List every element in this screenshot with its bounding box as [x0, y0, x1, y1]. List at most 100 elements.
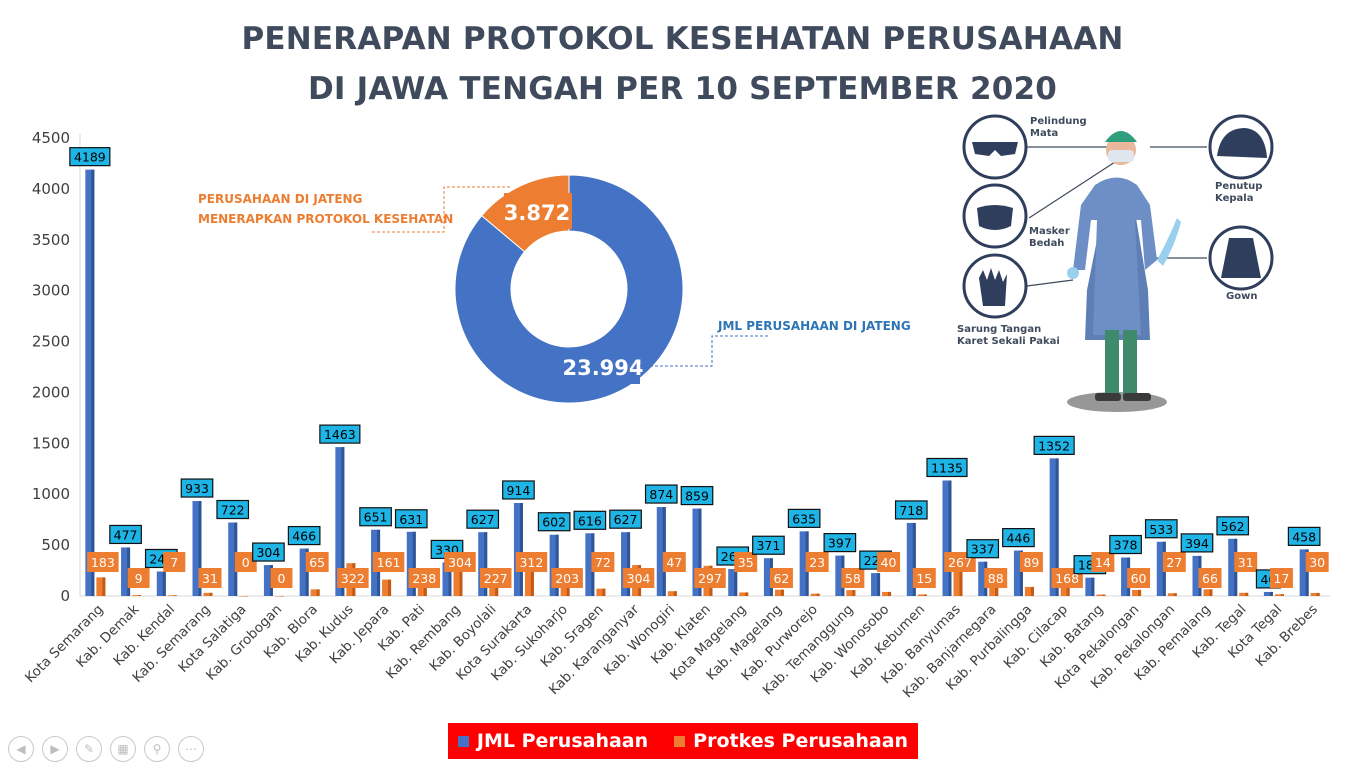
- pen-icon[interactable]: ✎: [76, 736, 102, 762]
- protkes-data-label-box: [163, 552, 186, 572]
- protkes-data-label-box: [444, 552, 476, 572]
- jml-data-label: 446: [1006, 531, 1030, 546]
- zoom-icon[interactable]: ⚲: [144, 736, 170, 762]
- jml-data-label-box: [1216, 516, 1250, 536]
- protkes-data-label-box: [734, 552, 758, 572]
- jml-data-label: 627: [614, 512, 638, 527]
- bar-jml: [728, 569, 738, 596]
- slides-icon[interactable]: ▦: [110, 736, 136, 762]
- bar-protkes: [953, 568, 963, 596]
- bar-jml: [299, 548, 309, 596]
- bar-protkes: [774, 589, 784, 596]
- bar-protkes-side: [138, 595, 142, 596]
- bar-protkes-side: [280, 596, 284, 597]
- protkes-data-label: 183: [91, 555, 115, 570]
- bar-jml: [85, 169, 95, 596]
- jml-data-label: 914: [506, 483, 530, 498]
- protkes-data-label: 88: [988, 571, 1004, 586]
- jml-data-label: 627: [471, 512, 495, 527]
- jml-data-label-box: [319, 424, 361, 444]
- bar-protkes-side: [602, 588, 606, 596]
- bar-protkes: [989, 587, 999, 596]
- bar-jml: [906, 522, 916, 596]
- bar-jml-side: [734, 569, 738, 596]
- protkes-data-label-box: [270, 568, 293, 588]
- chart-legend: JML Perusahaan Protkes Perusahaan: [448, 723, 918, 759]
- legend-label-jml: JML Perusahaan: [476, 730, 649, 752]
- jml-data-label: 394: [1185, 536, 1209, 551]
- bar-protkes: [96, 577, 106, 596]
- chart-title: PENERAPAN PROTOKOL KESEHATAN PERUSAHAAN …: [0, 14, 1365, 114]
- bar-jml-side: [948, 480, 952, 596]
- y-tick-label: 2000: [32, 383, 70, 401]
- jml-data-label: 631: [399, 512, 423, 527]
- bar-jml: [799, 531, 809, 596]
- bar-protkes-side: [780, 589, 784, 596]
- bar-jml: [263, 565, 273, 596]
- bar-protkes: [1239, 592, 1249, 596]
- protkes-data-label: 23: [809, 555, 825, 570]
- y-tick-label: 3000: [32, 282, 70, 300]
- bar-protkes: [310, 589, 320, 596]
- jml-data-label-box: [1180, 533, 1214, 553]
- label-sarung-tangan-1: Sarung Tangan: [957, 324, 1041, 335]
- jml-data-label: 466: [292, 529, 316, 544]
- bar-jml: [406, 531, 416, 596]
- next-icon[interactable]: ▶: [42, 736, 68, 762]
- protkes-data-label-box: [662, 552, 686, 572]
- y-tick-label: 3500: [32, 231, 70, 249]
- protkes-data-label: 9: [135, 571, 143, 586]
- jml-data-label: 533: [1149, 522, 1173, 537]
- bar-protkes-side: [816, 593, 820, 596]
- jml-data-label: 722: [221, 503, 245, 518]
- protkes-data-label-box: [912, 568, 936, 588]
- jml-data-label-box: [216, 499, 250, 520]
- protkes-data-label-box: [877, 552, 901, 572]
- protkes-data-label-box: [1234, 552, 1258, 572]
- legend-item-protkes: Protkes Perusahaan: [674, 730, 908, 752]
- protkes-data-label-box: [694, 568, 726, 588]
- protkes-data-label-box: [591, 552, 615, 572]
- jml-data-label-box: [644, 484, 678, 504]
- jml-data-label: 4189: [74, 150, 106, 165]
- more-icon[interactable]: ⋯: [178, 736, 204, 762]
- label-masker-bedah-1: Masker: [1029, 226, 1070, 237]
- bar-protkes: [596, 588, 606, 596]
- protkes-data-label-box: [87, 552, 119, 572]
- protkes-data-label: 161: [377, 555, 401, 570]
- bar-protkes: [239, 596, 249, 597]
- jml-data-label: 1352: [1038, 438, 1070, 453]
- protkes-data-label: 14: [1095, 555, 1111, 570]
- protkes-data-label: 89: [1023, 555, 1039, 570]
- bar-jml: [442, 562, 452, 596]
- protkes-data-label-box: [337, 568, 369, 588]
- bar-protkes-side: [316, 589, 320, 596]
- y-tick-label: 4000: [32, 180, 70, 198]
- protkes-data-label: 0: [242, 555, 250, 570]
- protkes-data-label-box: [408, 568, 441, 588]
- protkes-data-label-box: [198, 568, 222, 588]
- prev-icon[interactable]: ◀: [8, 736, 34, 762]
- jml-data-label: 477: [114, 527, 138, 542]
- protkes-data-label: 60: [1131, 571, 1147, 586]
- jml-data-label: 378: [1114, 538, 1138, 553]
- jml-data-label-box: [359, 507, 392, 527]
- jml-data-label: 602: [542, 515, 566, 530]
- y-tick-label: 1000: [32, 485, 70, 503]
- bar-jml-side: [484, 532, 488, 596]
- jml-data-label-box: [823, 532, 857, 553]
- head-cover-icon: [1208, 114, 1274, 180]
- y-tick-label: 500: [41, 536, 70, 554]
- protkes-data-label-box: [769, 568, 793, 588]
- bar-jml: [156, 571, 166, 596]
- bar-protkes: [739, 592, 749, 596]
- bar-jml-side: [519, 502, 523, 596]
- jml-data-label-box: [180, 478, 214, 498]
- bar-jml-side: [912, 522, 916, 596]
- bar-jml: [1263, 591, 1273, 596]
- bar-protkes-side: [852, 590, 856, 596]
- jml-data-label-box: [1144, 519, 1178, 539]
- bar-protkes-side: [888, 591, 892, 596]
- bar-jml-side: [662, 507, 666, 596]
- protkes-data-label-box: [1198, 568, 1222, 588]
